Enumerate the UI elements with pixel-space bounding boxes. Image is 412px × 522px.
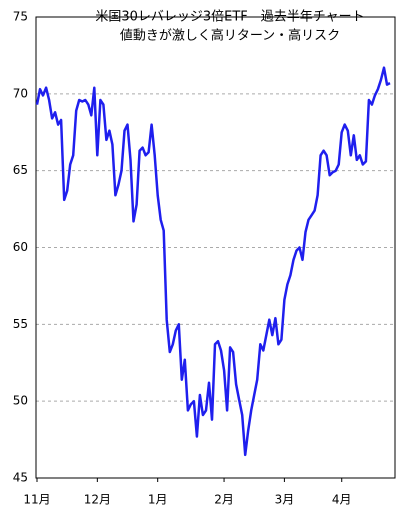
y-tick-label: 60: [13, 240, 28, 254]
x-tick-label: 4月: [332, 493, 352, 507]
line-series: [35, 66, 391, 457]
y-tick-label: 55: [13, 317, 28, 331]
y-tick-label: 50: [13, 394, 28, 408]
y-tick-label: 65: [13, 163, 28, 177]
x-tick-label: 12月: [84, 493, 111, 507]
x-tick-label: 11月: [23, 493, 50, 507]
x-tick-label: 2月: [214, 493, 234, 507]
x-tick-label: 3月: [275, 493, 295, 507]
x-tick-label: 1月: [148, 493, 168, 507]
chart-subtitle: 値動きが激しく高リターン・高リスク: [120, 28, 340, 44]
plot-area: [35, 16, 396, 479]
y-tick-label: 70: [13, 86, 28, 100]
y-tick-label: 45: [13, 471, 28, 485]
y-tick-label: 75: [13, 10, 28, 24]
